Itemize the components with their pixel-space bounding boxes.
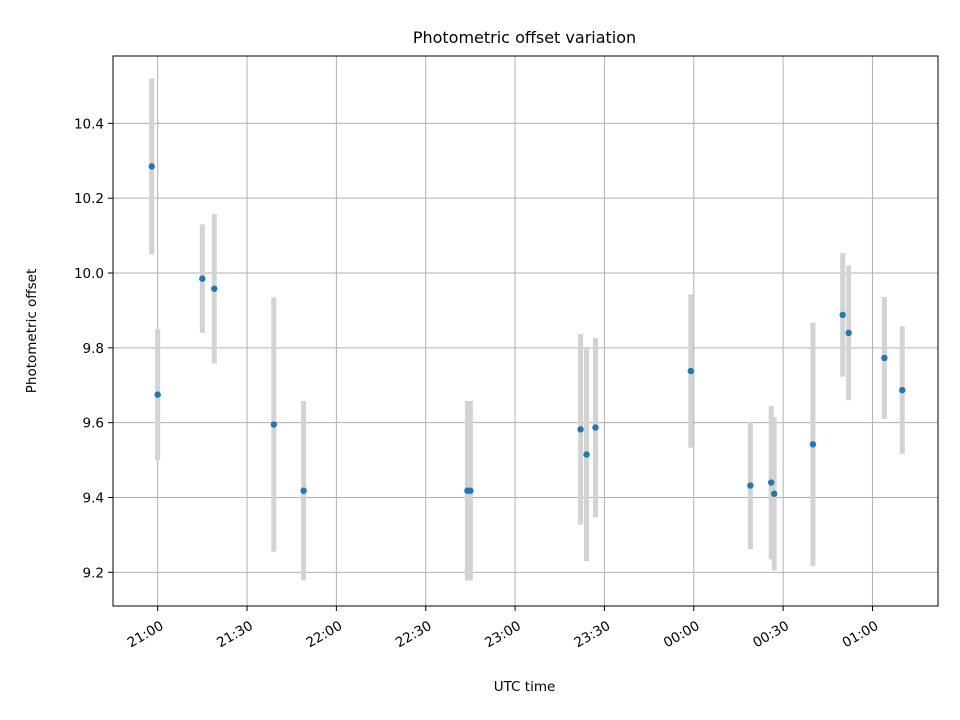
data-point <box>467 487 474 494</box>
data-point <box>148 163 155 170</box>
data-point <box>747 482 754 489</box>
data-point <box>154 391 161 398</box>
y-tick-label: 10.4 <box>74 116 104 132</box>
y-tick-label: 10.0 <box>74 266 104 282</box>
data-point <box>839 311 846 319</box>
data-point <box>300 487 307 494</box>
y-tick-label: 9.4 <box>83 490 104 506</box>
data-point <box>199 275 206 282</box>
x-axis-label: UTC time <box>494 679 556 695</box>
data-point <box>809 441 817 448</box>
y-tick-label: 9.8 <box>83 341 104 357</box>
data-point <box>845 329 852 337</box>
data-point <box>583 451 590 458</box>
y-tick-label: 10.2 <box>74 191 104 207</box>
data-points <box>148 163 906 497</box>
data-point <box>899 386 906 394</box>
data-point <box>881 354 888 362</box>
data-point <box>687 367 694 375</box>
data-point <box>270 421 278 428</box>
data-point <box>592 424 599 431</box>
chart-title: Photometric offset variation <box>413 28 636 47</box>
data-point <box>211 285 218 292</box>
data-point <box>768 479 775 486</box>
y-tick-label: 9.2 <box>83 565 104 581</box>
plot-frame <box>112 55 939 607</box>
data-point <box>577 426 584 433</box>
data-point <box>770 490 778 497</box>
y-axis: 9.2 9.4 9.6 9.8 10.0 10.2 10.4 <box>74 116 113 581</box>
grid <box>113 56 938 606</box>
y-axis-label: Photometric offset <box>24 269 40 393</box>
y-tick-label: 9.6 <box>83 416 104 432</box>
